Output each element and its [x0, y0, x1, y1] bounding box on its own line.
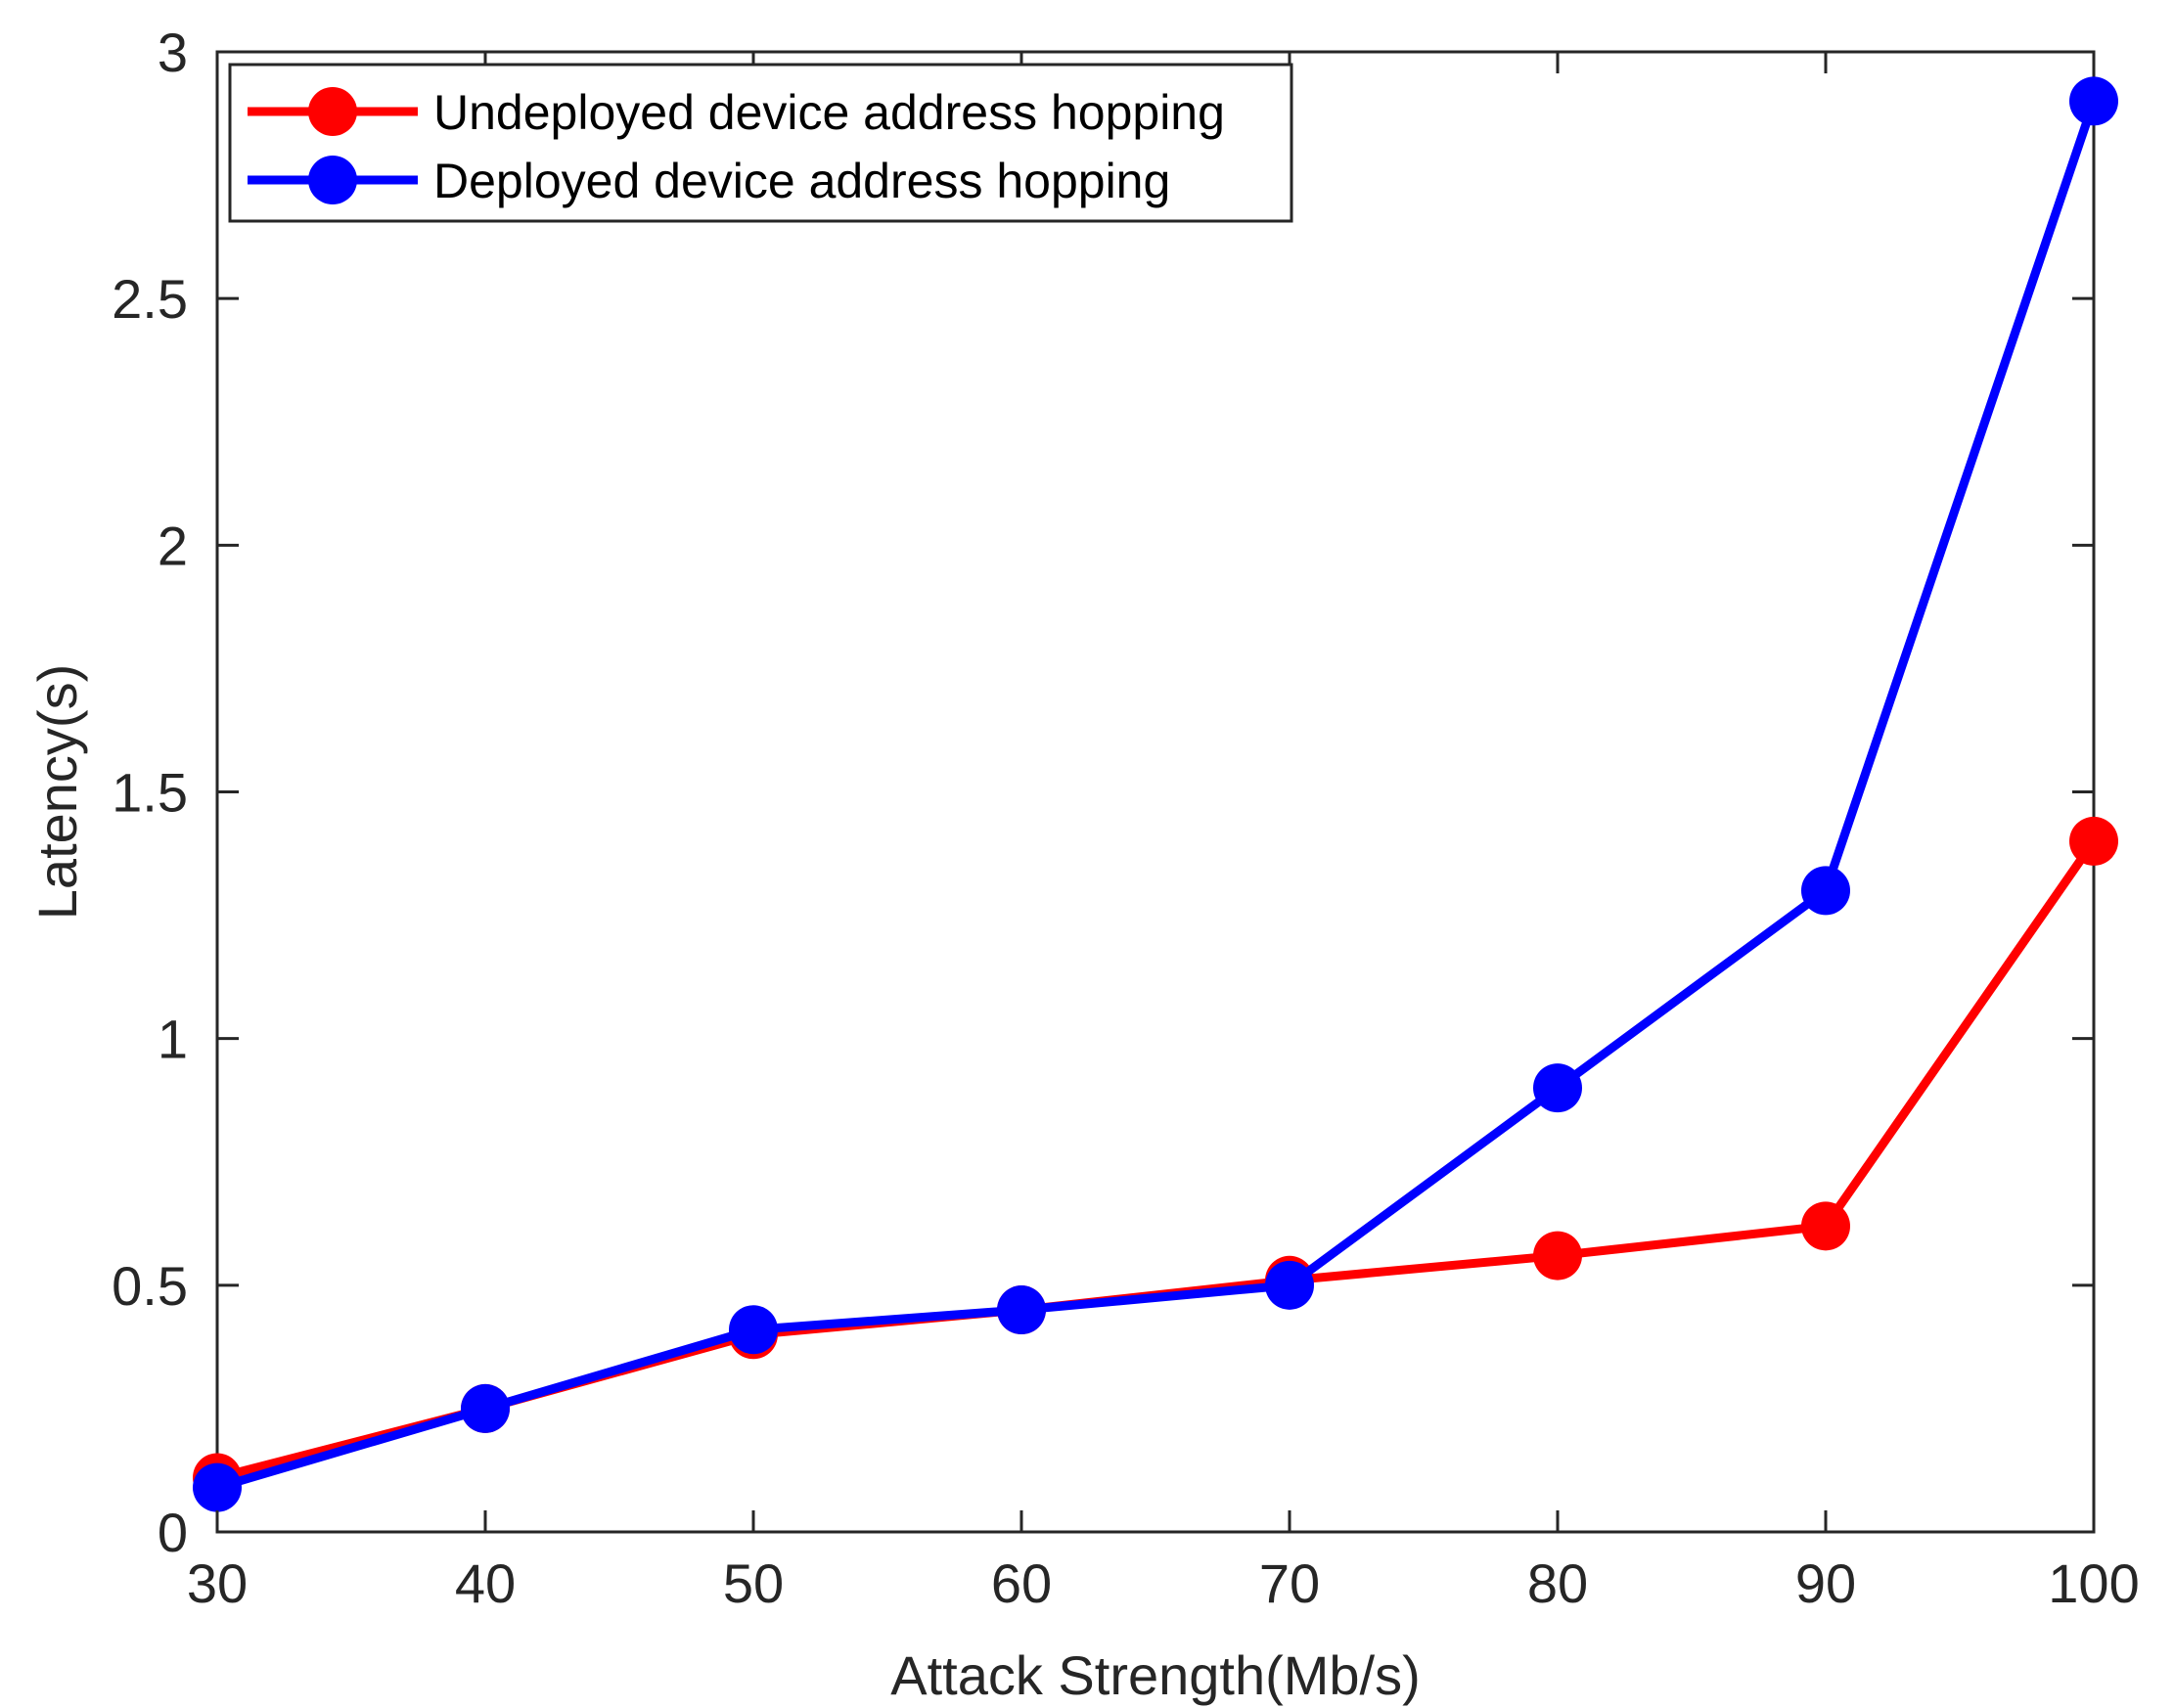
legend-entry: Deployed device address hopping: [248, 154, 1170, 208]
x-tick-label: 40: [455, 1552, 516, 1614]
x-axis-title: Attack Strength(Mb/s): [890, 1644, 1421, 1706]
x-tick-label: 100: [2048, 1552, 2139, 1614]
data-point: [997, 1285, 1046, 1335]
legend: Undeployed device address hopping Deploye…: [228, 63, 1293, 223]
y-tick-label: 0.5: [112, 1255, 188, 1317]
data-point: [1801, 866, 1850, 916]
axes: 30 40 50 60 70 80 90 100 0 0.5 1 1.5 2 2.5 3: [112, 22, 2140, 1614]
x-tick-label: 70: [1259, 1552, 1320, 1614]
x-tick-label: 50: [723, 1552, 784, 1614]
legend-box: [228, 63, 1293, 223]
x-tick-label: 90: [1795, 1552, 1856, 1614]
data-point: [1533, 1063, 1582, 1113]
series-layer: [193, 76, 2118, 1512]
data-point: [1533, 1231, 1582, 1281]
data-point: [2069, 76, 2118, 126]
data-point: [1801, 1201, 1850, 1251]
y-tick-label: 1: [158, 1009, 188, 1070]
series-deployed: [193, 76, 2118, 1512]
y-tick-label: 0: [158, 1502, 188, 1563]
data-point: [1265, 1260, 1314, 1310]
legend-marker: [308, 156, 357, 204]
data-point: [2069, 816, 2118, 866]
legend-label: Deployed device address hopping: [433, 154, 1170, 208]
x-tick-label: 80: [1527, 1552, 1588, 1614]
data-point: [193, 1462, 242, 1512]
legend-label: Undeployed device address hopping: [433, 85, 1225, 140]
y-tick-label: 2: [158, 515, 188, 576]
plot-area: [215, 50, 2096, 1534]
legend-entry: Undeployed device address hopping: [248, 85, 1225, 140]
plot-frame: [215, 50, 2096, 1534]
x-tick-label: 60: [991, 1552, 1052, 1614]
y-tick-label: 2.5: [112, 268, 188, 330]
series-line: [215, 99, 2099, 1492]
legend-marker: [308, 87, 357, 136]
data-point: [729, 1305, 778, 1355]
y-tick-label: 3: [158, 22, 188, 83]
y-axis-title: Latency(s): [26, 664, 88, 920]
data-point: [461, 1383, 510, 1433]
y-tick-label: 1.5: [112, 762, 188, 824]
x-tick-label: 30: [187, 1552, 248, 1614]
